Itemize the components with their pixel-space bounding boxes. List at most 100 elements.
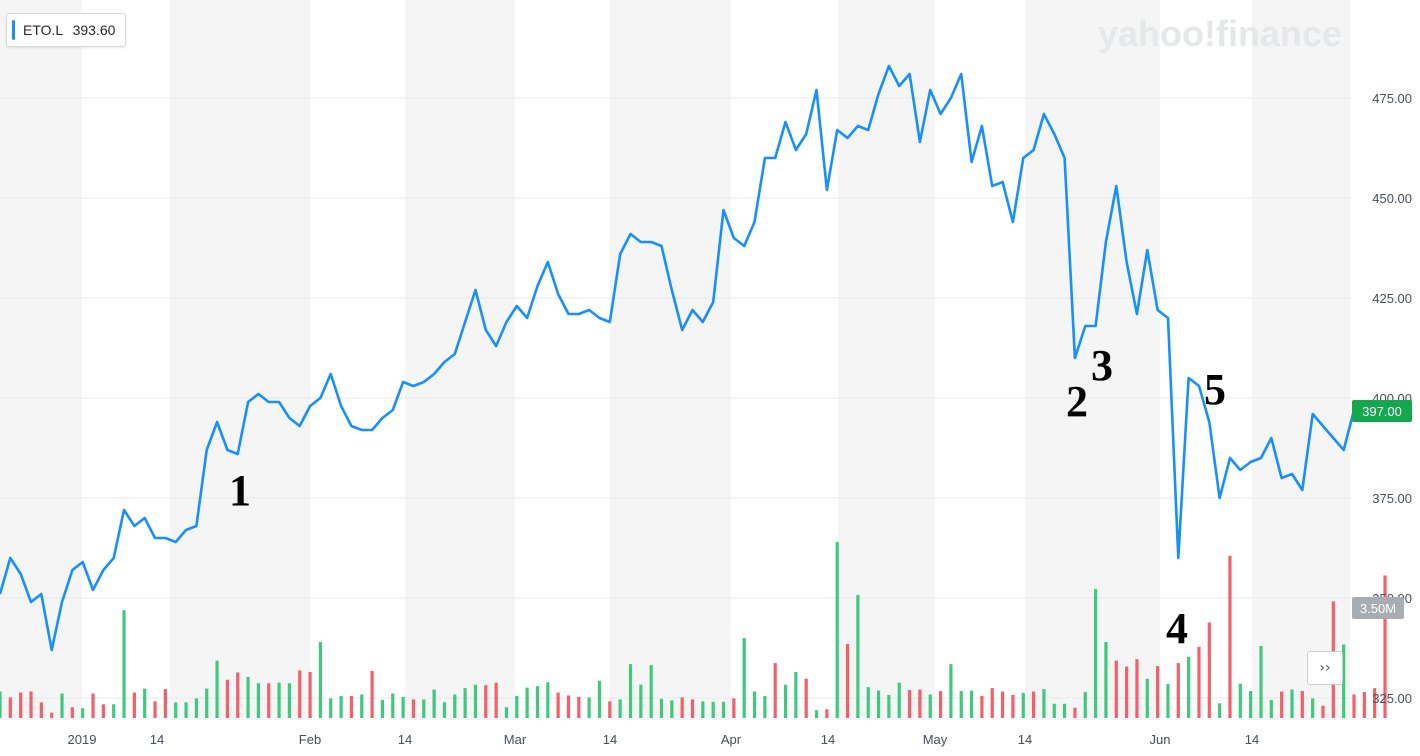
volume-bar	[298, 670, 302, 718]
volume-bar	[690, 699, 695, 718]
x-tick-label: 2019	[68, 732, 97, 747]
volume-bar	[1187, 656, 1191, 718]
volume-bar	[897, 682, 901, 718]
month-band	[0, 0, 82, 720]
volume-bar	[980, 695, 984, 718]
volume-bar	[763, 695, 767, 718]
annotation-label: 1	[229, 466, 251, 515]
volume-bar	[866, 687, 870, 718]
volume-bar	[1156, 666, 1160, 718]
volume-bar	[680, 697, 684, 718]
volume-bar	[163, 689, 167, 718]
volume-bar	[1218, 703, 1222, 718]
volume-bar	[1042, 689, 1046, 718]
volume-bar	[752, 691, 757, 718]
yahoo-finance-watermark: yahoo!finance	[1098, 13, 1342, 54]
price-volume-tags: 397.00 3.50M	[1352, 400, 1412, 619]
volume-bar	[463, 688, 467, 718]
volume-bar	[349, 695, 354, 718]
volume-bar	[360, 694, 364, 718]
price-line	[0, 64, 1356, 652]
volume-bar	[391, 693, 395, 718]
volume-bar	[990, 688, 994, 718]
volume-bar	[194, 698, 198, 718]
volume-bar	[825, 709, 829, 718]
volume-bar	[804, 678, 808, 718]
volume-bar	[1383, 575, 1387, 718]
volume-bar	[814, 710, 819, 718]
last-volume-tag	[1352, 597, 1404, 619]
volume-bar	[639, 684, 643, 718]
volume-bar	[907, 690, 912, 718]
volume-bar	[1021, 693, 1025, 718]
volume-bar	[422, 699, 426, 718]
x-tick-label: Feb	[299, 732, 321, 747]
volume-bar	[153, 701, 157, 718]
last-volume-tag-text: 3.50M	[1360, 601, 1396, 616]
volume-bar	[1135, 659, 1139, 718]
volume-bar	[876, 690, 881, 718]
month-band	[610, 0, 731, 720]
volume-bar	[1228, 555, 1232, 718]
month-band	[838, 0, 935, 720]
x-tick-label: Jun	[1150, 732, 1171, 747]
volume-bar	[1031, 691, 1036, 718]
month-bands	[0, 0, 1350, 720]
volume-bar	[556, 692, 560, 718]
volume-bar	[0, 691, 2, 718]
volume-bar	[1342, 644, 1346, 718]
volume-bar	[1269, 699, 1273, 718]
x-tick-label: 14	[150, 732, 164, 747]
volume-bar	[50, 712, 54, 718]
volume-bar	[70, 707, 74, 718]
volume-bar	[411, 699, 416, 718]
double-chevron-right-icon[interactable]: ››	[1307, 651, 1343, 685]
volume-bar	[628, 664, 633, 718]
volume-bar	[143, 688, 147, 718]
volume-bar	[1290, 689, 1294, 718]
y-axis-ticks: 325.00350.00375.00400.00425.00450.00475.…	[1372, 91, 1412, 706]
volume-bar	[949, 664, 953, 718]
volume-bar	[721, 701, 726, 718]
volume-bar	[8, 697, 12, 718]
x-tick-label: May	[923, 732, 948, 747]
volume-bar	[39, 702, 43, 718]
volume-bar	[1094, 589, 1098, 718]
volume-bar	[577, 696, 581, 718]
volume-bar	[597, 680, 602, 718]
volume-bar	[205, 688, 209, 718]
volume-bar	[856, 595, 860, 718]
volume-bar	[525, 687, 529, 718]
volume-bar	[432, 689, 436, 718]
y-tick-label: 425.00	[1372, 291, 1412, 306]
volume-bar	[773, 663, 777, 718]
last-price-tag	[1352, 400, 1412, 422]
volume-bar	[132, 692, 136, 718]
volume-bar	[1052, 703, 1056, 718]
volume-bar	[1280, 691, 1284, 718]
volume-bar	[473, 684, 478, 718]
volume-bar	[215, 660, 219, 718]
volume-bar	[287, 683, 292, 718]
volume-bar	[370, 670, 374, 718]
volume-bar	[308, 671, 312, 718]
volume-bar	[618, 699, 622, 718]
volume-bar	[339, 695, 343, 718]
volume-bar	[1145, 678, 1149, 718]
volume-bar	[928, 694, 932, 718]
month-band	[170, 0, 310, 720]
volume-bar	[701, 701, 705, 718]
volume-bar	[670, 700, 674, 718]
month-band	[405, 0, 515, 720]
volume-bar	[329, 698, 333, 718]
volume-bar	[845, 644, 850, 718]
volume-bar	[246, 676, 250, 718]
volume-bar	[101, 704, 105, 718]
volume-bar	[969, 690, 974, 718]
volume-bar	[236, 672, 240, 718]
ticker-badge[interactable]: ETO.L 393.60	[6, 13, 127, 47]
volume-bar	[732, 698, 736, 718]
volume-bar	[184, 702, 188, 718]
